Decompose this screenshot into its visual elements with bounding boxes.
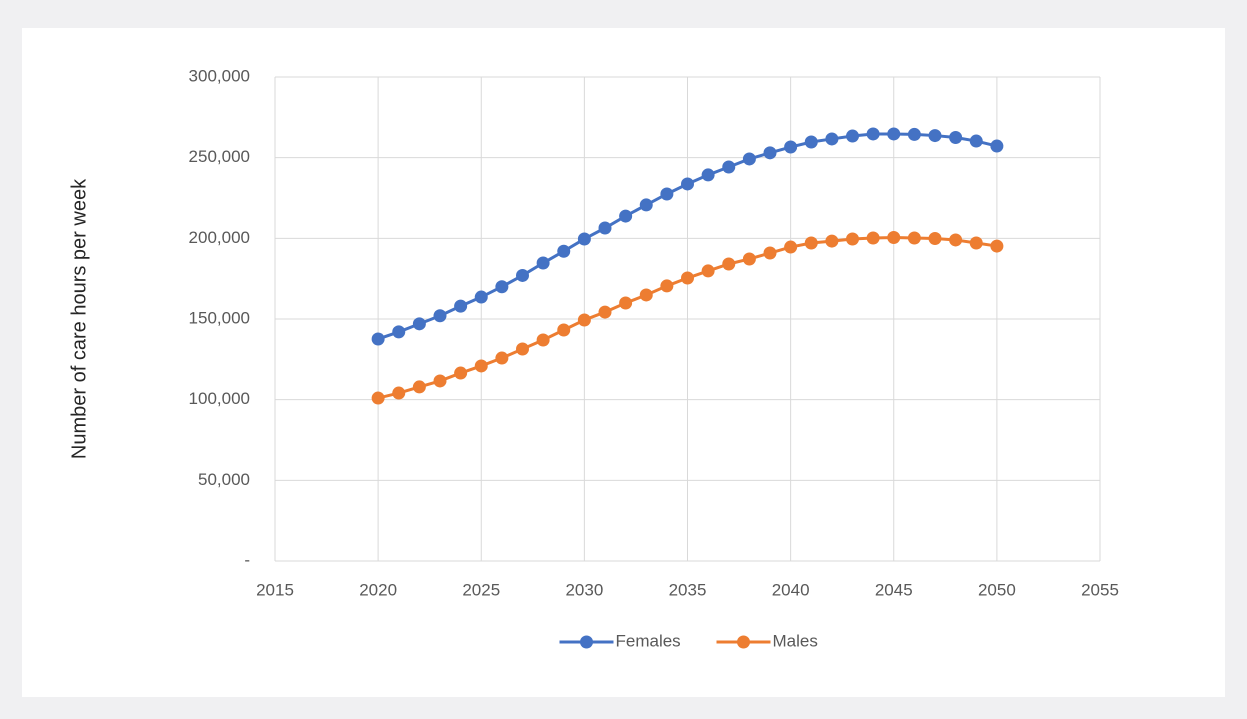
- point: [433, 309, 447, 323]
- y-tick-label: 250,000: [189, 147, 250, 166]
- point: [557, 323, 571, 337]
- point: [412, 380, 426, 394]
- y-axis-title: Number of care hours per week: [68, 178, 90, 459]
- point: [536, 256, 550, 270]
- point: [639, 198, 653, 212]
- point: [392, 325, 406, 339]
- point: [763, 146, 777, 160]
- point: [577, 232, 591, 246]
- point: [969, 236, 983, 250]
- x-tick-label: 2020: [359, 580, 397, 599]
- point: [660, 187, 674, 201]
- y-tick-label: 150,000: [189, 308, 250, 327]
- y-tick-label: -: [244, 550, 250, 569]
- y-tick-label: 50,000: [198, 470, 250, 489]
- legend-label: Males: [773, 631, 818, 650]
- point: [949, 233, 963, 247]
- point: [928, 231, 942, 245]
- point: [784, 140, 798, 154]
- x-tick-label: 2025: [462, 580, 500, 599]
- x-tick-label: 2055: [1081, 580, 1119, 599]
- point: [474, 290, 488, 304]
- legend-marker: [580, 635, 593, 649]
- point: [742, 252, 756, 266]
- point: [742, 152, 756, 166]
- point: [681, 177, 694, 191]
- point: [454, 299, 468, 313]
- y-tick-label: 200,000: [189, 228, 250, 247]
- point: [784, 240, 798, 254]
- point: [866, 231, 880, 245]
- point: [681, 271, 694, 285]
- point: [887, 127, 901, 141]
- point: [495, 280, 509, 294]
- point: [412, 317, 426, 331]
- point: [516, 268, 529, 282]
- point: [619, 209, 633, 223]
- point: [557, 244, 571, 258]
- point: [371, 391, 385, 405]
- x-tick-label: 2015: [256, 580, 294, 599]
- point: [887, 231, 901, 245]
- point: [722, 160, 736, 174]
- point: [598, 221, 612, 235]
- point: [536, 333, 550, 347]
- x-tick-label: 2035: [669, 580, 707, 599]
- legend-label: Females: [616, 631, 681, 650]
- point: [866, 127, 880, 141]
- point: [907, 231, 921, 245]
- x-tick-label: 2050: [978, 580, 1016, 599]
- point: [990, 239, 1004, 253]
- y-tick-label: 100,000: [189, 389, 250, 408]
- legend-marker: [737, 635, 750, 649]
- point: [598, 305, 612, 319]
- point: [433, 374, 447, 388]
- point: [495, 351, 509, 365]
- point: [928, 129, 942, 143]
- point: [701, 264, 715, 278]
- point: [722, 257, 736, 271]
- x-tick-label: 2030: [565, 580, 603, 599]
- point: [804, 236, 818, 250]
- point: [825, 234, 839, 248]
- point: [804, 135, 818, 149]
- point: [701, 168, 715, 182]
- chart-panel: [22, 28, 1225, 697]
- point: [990, 139, 1004, 153]
- point: [846, 129, 859, 143]
- point: [474, 359, 488, 373]
- point: [907, 127, 921, 141]
- point: [619, 296, 633, 310]
- point: [516, 342, 529, 356]
- point: [660, 279, 674, 293]
- point: [763, 246, 777, 260]
- point: [371, 332, 385, 346]
- point: [949, 131, 963, 144]
- point: [454, 366, 468, 380]
- point: [846, 232, 859, 246]
- point: [825, 132, 839, 146]
- x-tick-label: 2040: [772, 580, 810, 599]
- x-tick-label: 2045: [875, 580, 913, 599]
- point: [639, 288, 653, 302]
- point: [392, 386, 406, 400]
- point: [969, 134, 983, 148]
- y-tick-label: 300,000: [189, 66, 250, 85]
- point: [577, 313, 591, 327]
